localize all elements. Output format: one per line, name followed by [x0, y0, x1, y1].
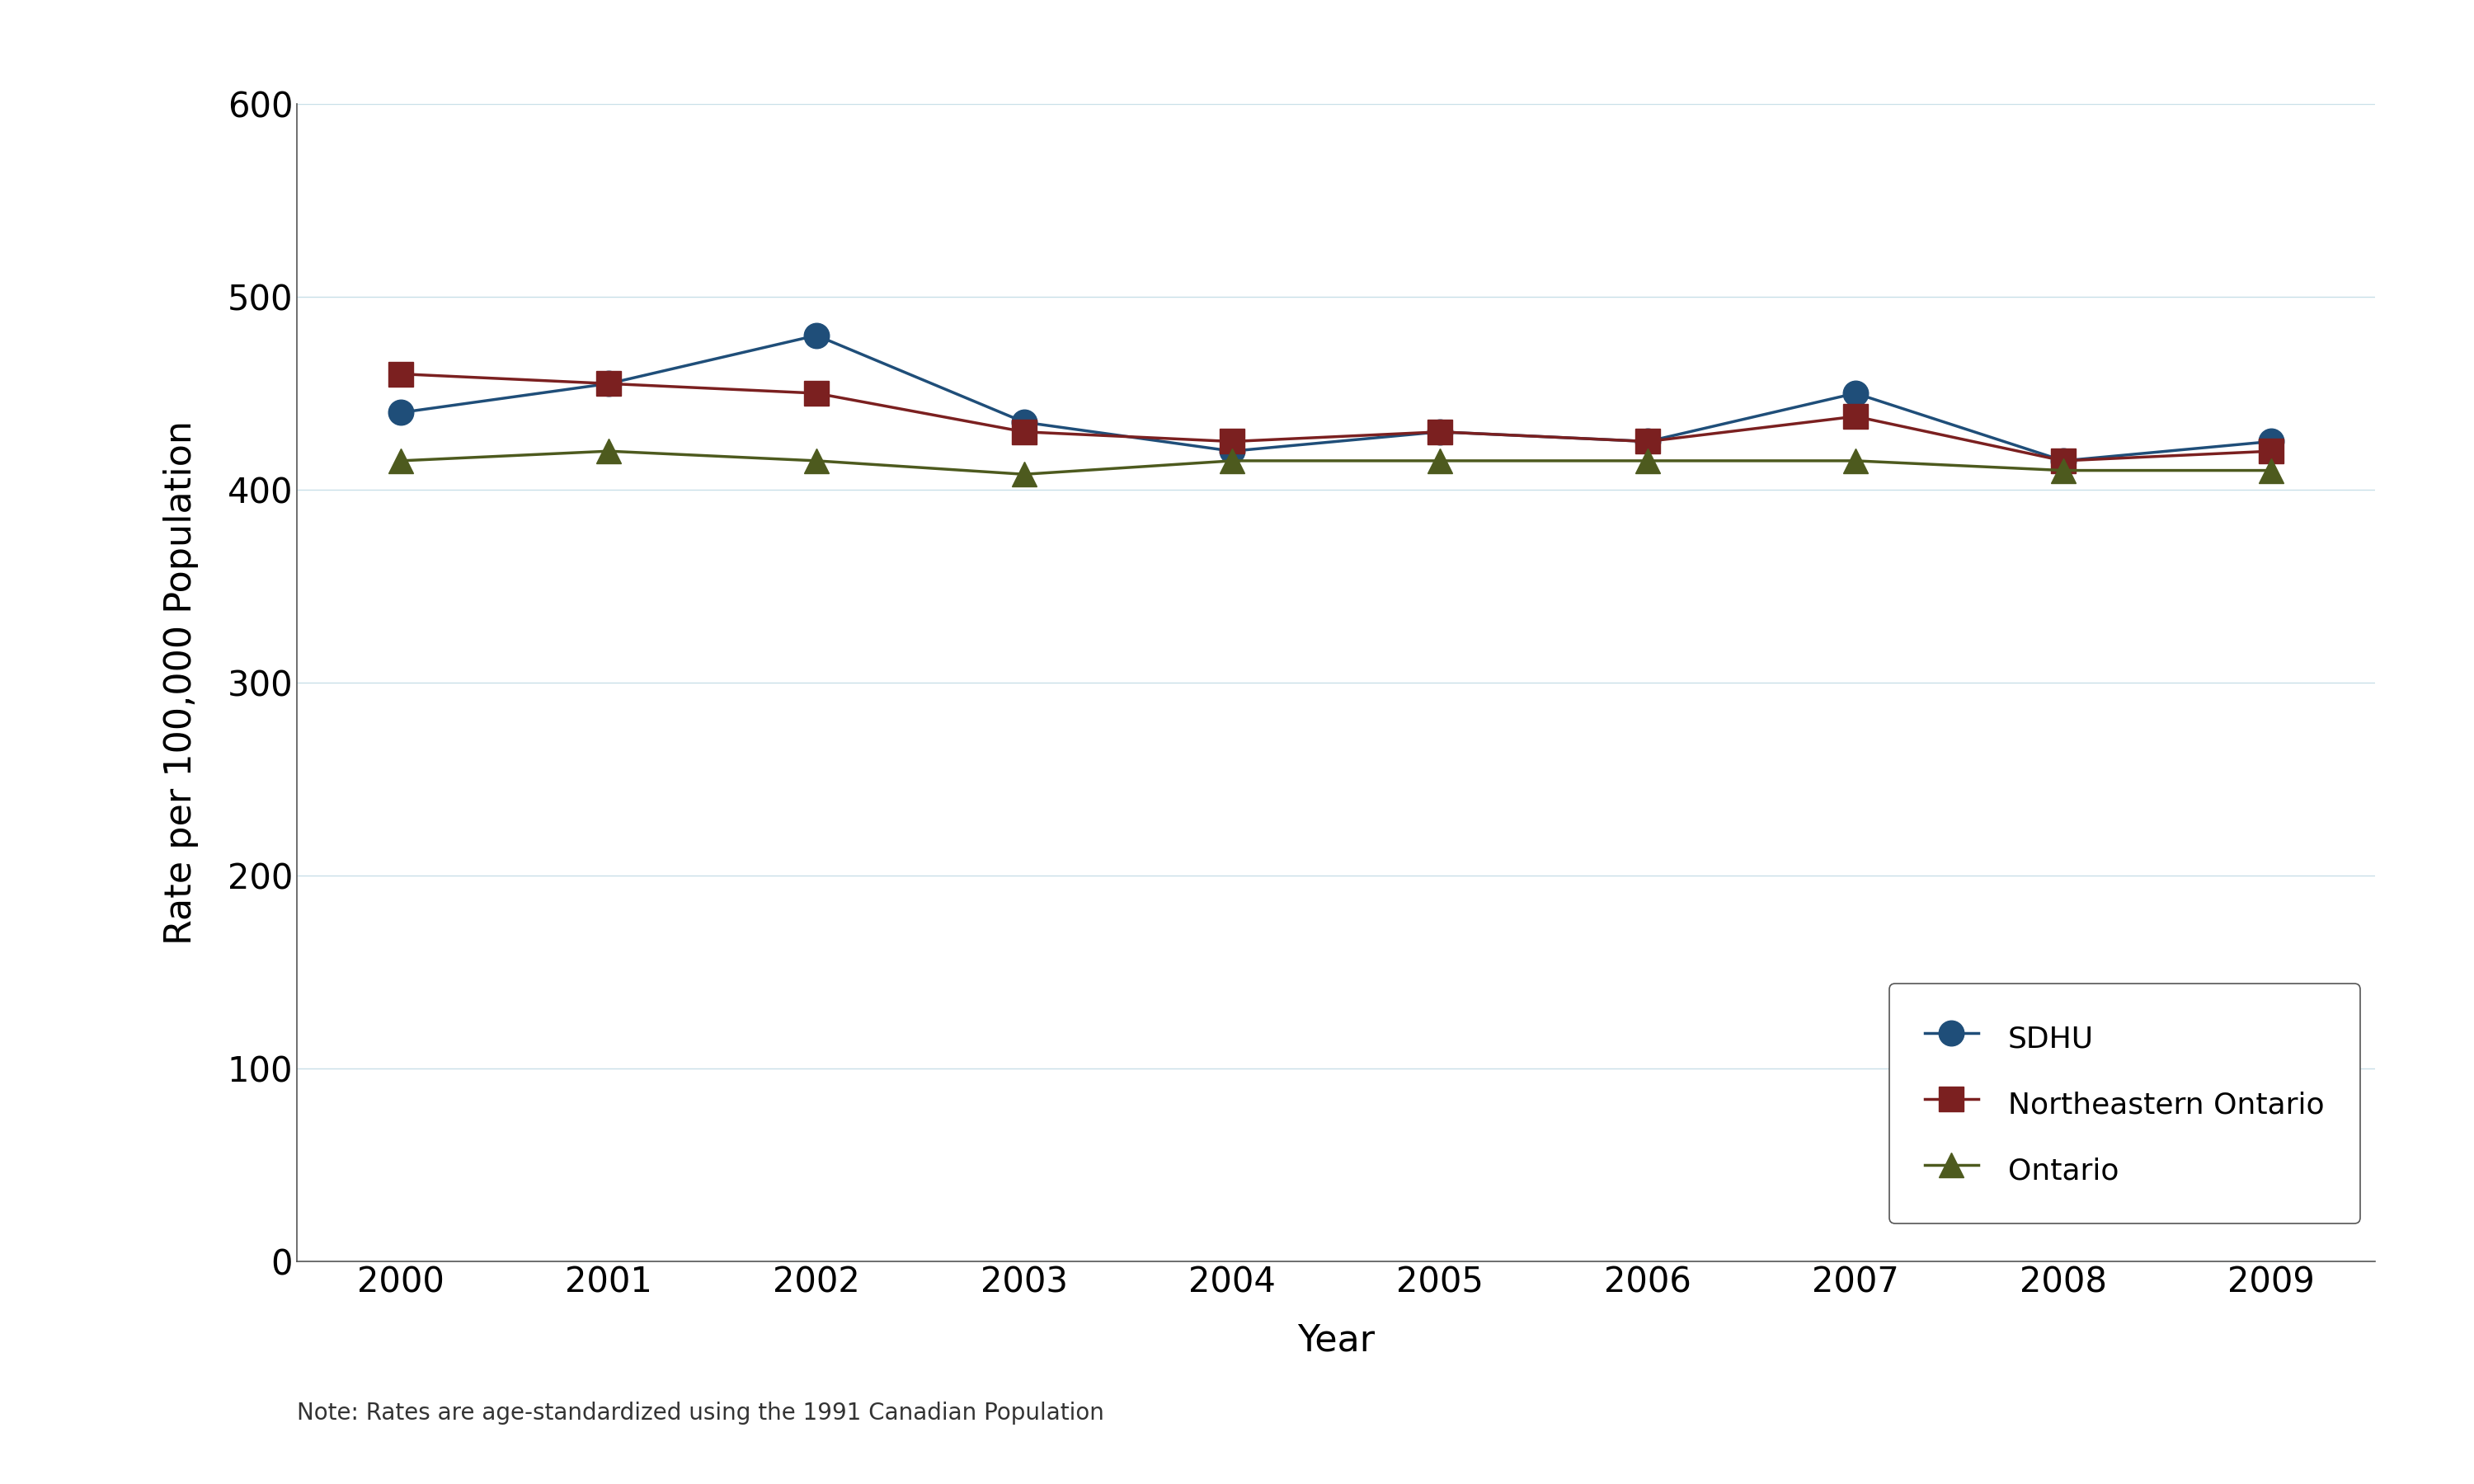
Y-axis label: Rate per 100,000 Population: Rate per 100,000 Population [163, 420, 198, 945]
Line: SDHU: SDHU [388, 324, 2284, 473]
Ontario [386, 451, 416, 469]
X-axis label: Year: Year [1296, 1322, 1376, 1358]
SDHU [1633, 433, 1663, 451]
Northeastern Ontario [1841, 408, 1870, 426]
Ontario [1841, 451, 1870, 469]
Ontario [2256, 462, 2286, 479]
Northeastern Ontario [1217, 433, 1247, 451]
SDHU [1009, 413, 1039, 430]
Northeastern Ontario [1633, 433, 1663, 451]
Northeastern Ontario [1425, 423, 1455, 441]
Line: Ontario: Ontario [388, 439, 2284, 487]
Northeastern Ontario [386, 365, 416, 383]
SDHU [594, 374, 623, 392]
SDHU [1841, 384, 1870, 402]
Northeastern Ontario [594, 374, 623, 392]
Ontario [2048, 462, 2078, 479]
Northeastern Ontario [2048, 451, 2078, 469]
Northeastern Ontario [1009, 423, 1039, 441]
Ontario [1009, 466, 1039, 484]
SDHU [2048, 451, 2078, 469]
SDHU [1425, 423, 1455, 441]
Northeastern Ontario [2256, 442, 2286, 460]
Line: Northeastern Ontario: Northeastern Ontario [388, 362, 2284, 473]
Ontario [802, 451, 831, 469]
Ontario [1425, 451, 1455, 469]
Ontario [594, 442, 623, 460]
SDHU [386, 404, 416, 421]
Ontario [1633, 451, 1663, 469]
Ontario [1217, 451, 1247, 469]
SDHU [802, 326, 831, 344]
SDHU [1217, 442, 1247, 460]
Text: Note: Rates are age-standardized using the 1991 Canadian Population: Note: Rates are age-standardized using t… [297, 1401, 1103, 1425]
SDHU [2256, 433, 2286, 451]
Legend: SDHU, Northeastern Ontario, Ontario: SDHU, Northeastern Ontario, Ontario [1890, 984, 2360, 1223]
Northeastern Ontario [802, 384, 831, 402]
